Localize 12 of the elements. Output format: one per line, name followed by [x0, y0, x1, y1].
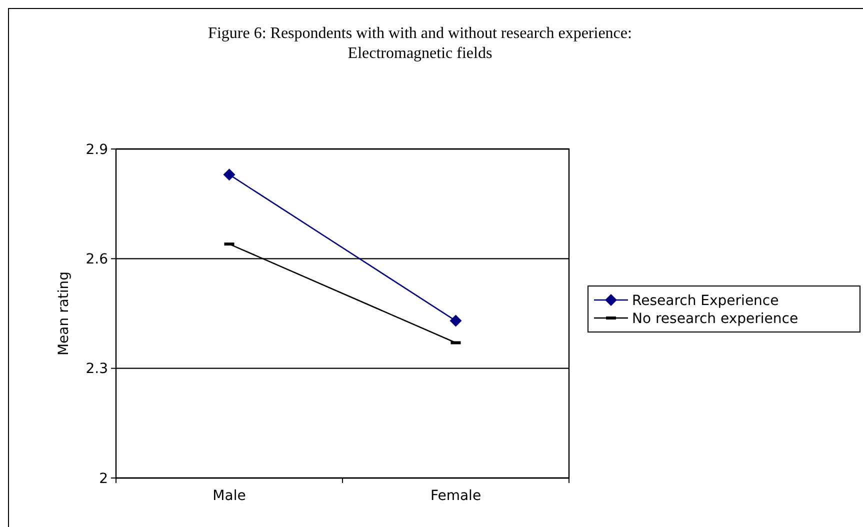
x-tick-label: Female	[430, 488, 482, 504]
y-tick-label: 2.6	[86, 252, 108, 268]
x-tick-label: Male	[212, 488, 246, 504]
legend-label: No research experience	[632, 310, 798, 327]
y-axis-title: Mean rating	[56, 271, 72, 356]
y-tick-label: 2.3	[86, 361, 108, 378]
y-tick-label: 2	[99, 470, 108, 487]
point	[450, 314, 462, 327]
chart-title: Figure 6: Respondents with with and without research experience: Electromagnetic fields	[208, 25, 632, 62]
y-tick-label: 2.9	[86, 142, 108, 158]
point	[223, 168, 236, 181]
legend-label: Research Experience	[632, 292, 779, 309]
